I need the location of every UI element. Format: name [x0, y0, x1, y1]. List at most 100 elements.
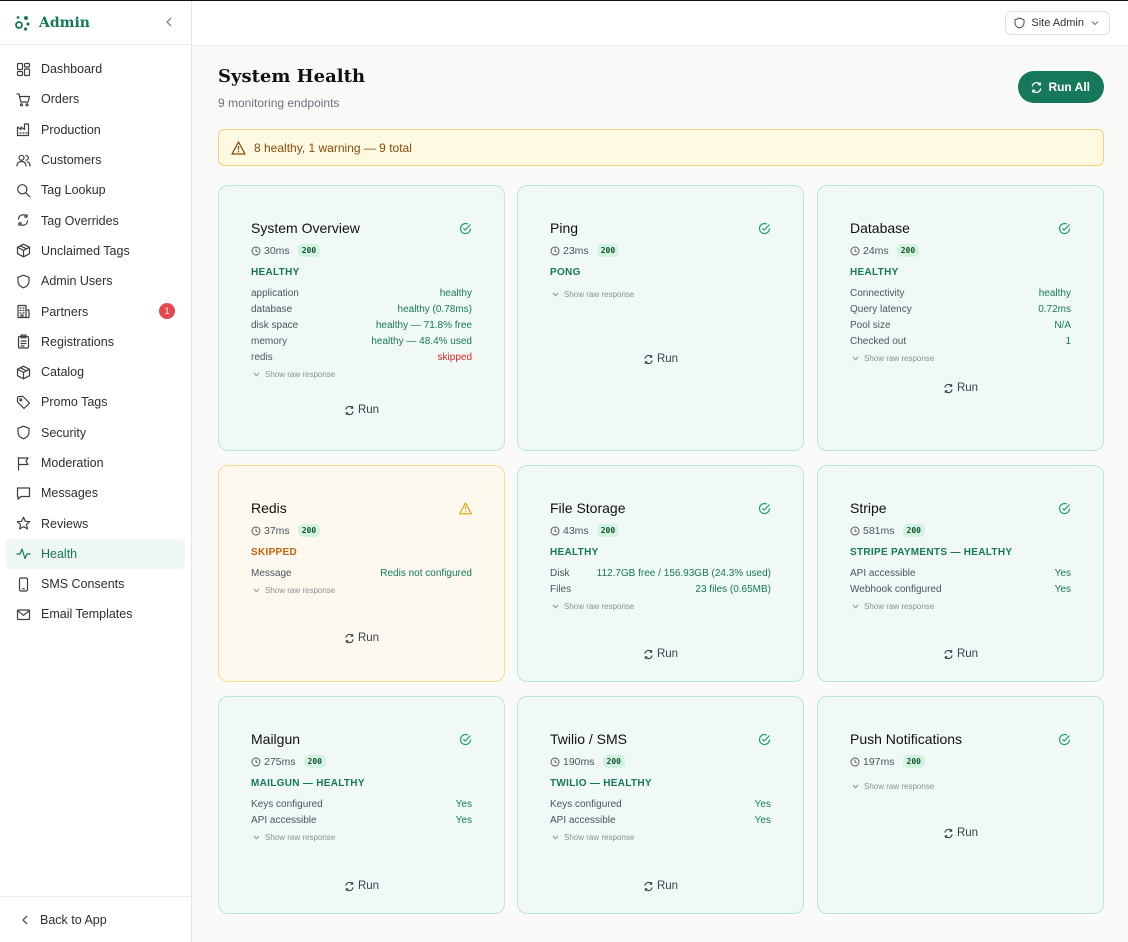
sidebar-item-label: Unclaimed Tags	[41, 243, 130, 258]
detail-key: Keys configured	[550, 798, 622, 810]
detail-row: Webhook configured Yes	[850, 581, 1071, 597]
raw-label: Show raw response	[864, 353, 935, 363]
sidebar-item-dashboard[interactable]: Dashboard	[6, 54, 185, 84]
chevron-left-icon[interactable]	[163, 15, 175, 29]
sidebar-item-email-templates[interactable]: Email Templates	[6, 599, 185, 629]
run-button[interactable]: Run	[219, 880, 504, 892]
sidebar-item-label: Orders	[41, 92, 80, 107]
show-raw-response-toggle[interactable]: Show raw response	[552, 831, 771, 843]
detail-key: Keys configured	[251, 798, 323, 810]
sidebar-item-messages[interactable]: Messages	[6, 478, 185, 508]
users-icon	[16, 154, 31, 167]
detail-value: 112.7GB free / 156.93GB (24.3% used)	[596, 567, 771, 579]
role-label: Site Admin	[1031, 17, 1084, 29]
sidebar-item-production[interactable]: Production	[6, 115, 185, 145]
main-content: System Health 9 monitoring endpoints Run…	[192, 46, 1128, 942]
sidebar-item-label: Reviews	[41, 516, 89, 531]
detail-list: API accessible Yes Webhook configured Yes Sh…	[850, 565, 1071, 612]
health-card-file-storage: File Storage 43ms 200 HEALTHY Disk 112.7GB fr…	[517, 465, 804, 682]
summary-alert: 8 healthy, 1 warning — 9 total	[218, 129, 1104, 166]
detail-value: 0.72ms	[1038, 303, 1071, 315]
run-button[interactable]: Run	[518, 648, 803, 660]
response-meta: 581ms 200	[850, 524, 925, 537]
status-label: SKIPPED	[251, 547, 298, 558]
chevron-down-icon	[253, 588, 260, 593]
run-button[interactable]: Run	[818, 648, 1103, 660]
run-label: Run	[956, 648, 979, 660]
sidebar-item-orders[interactable]: Orders	[6, 84, 185, 114]
page-title: System Health	[218, 66, 366, 87]
run-all-button[interactable]: Run All	[1018, 71, 1104, 103]
show-raw-response-toggle[interactable]: Show raw response	[253, 584, 472, 596]
sidebar-item-catalog[interactable]: Catalog	[6, 357, 185, 387]
raw-label: Show raw response	[265, 585, 336, 595]
role-dropdown[interactable]: Site Admin	[1005, 11, 1110, 35]
detail-row: Keys configured Yes	[550, 796, 771, 812]
status-label: HEALTHY	[850, 267, 899, 278]
sidebar-item-reviews[interactable]: Reviews	[6, 508, 185, 538]
raw-label: Show raw response	[564, 601, 635, 611]
detail-row: application healthy	[251, 285, 472, 301]
card-title: File Storage	[550, 500, 626, 516]
response-time: 43ms	[563, 524, 589, 537]
show-raw-response-toggle[interactable]: Show raw response	[552, 288, 771, 300]
sidebar-item-admin-users[interactable]: Admin Users	[6, 266, 185, 296]
warning-icon	[459, 502, 472, 515]
clock-icon	[850, 757, 860, 766]
run-button[interactable]: Run	[219, 404, 504, 416]
health-card-redis: Redis 37ms 200 SKIPPED Message Redis not conf…	[218, 465, 505, 682]
sidebar-item-unclaimed-tags[interactable]: Unclaimed Tags	[6, 236, 185, 266]
show-raw-response-toggle[interactable]: Show raw response	[852, 780, 1071, 792]
show-raw-response-toggle[interactable]: Show raw response	[253, 831, 472, 843]
check-circle-icon	[1058, 222, 1071, 235]
response-time: 24ms	[863, 244, 889, 257]
detail-row: Pool size N/A	[850, 317, 1071, 333]
detail-row: disk space healthy — 71.8% free	[251, 317, 472, 333]
logo-icon	[15, 15, 30, 31]
sidebar-item-health[interactable]: Health	[6, 538, 185, 570]
detail-key: Query latency	[850, 303, 912, 315]
card-title: Push Notifications	[850, 731, 963, 747]
sidebar-item-tag-lookup[interactable]: Tag Lookup	[6, 175, 185, 205]
detail-key: application	[251, 287, 299, 299]
card-title: Twilio / SMS	[550, 731, 628, 747]
back-to-app-link[interactable]: Back to App	[0, 896, 191, 942]
detail-row: Files 23 files (0.65MB)	[550, 581, 771, 597]
chevron-down-icon	[253, 835, 260, 840]
sidebar-item-label: Tag Lookup	[41, 183, 106, 198]
detail-key: database	[251, 303, 293, 315]
sidebar-item-tag-overrides[interactable]: Tag Overrides	[6, 205, 185, 235]
sidebar-item-security[interactable]: Security	[6, 418, 185, 448]
run-button[interactable]: Run	[518, 880, 803, 892]
check-circle-icon	[1058, 502, 1071, 515]
detail-row: Query latency 0.72ms	[850, 301, 1071, 317]
sidebar-item-label: Dashboard	[41, 62, 103, 77]
run-label: Run	[357, 880, 380, 892]
show-raw-response-toggle[interactable]: Show raw response	[852, 352, 1071, 364]
sidebar-item-customers[interactable]: Customers	[6, 145, 185, 175]
sidebar-nav: Dashboard Orders Production Customers Tag Lo…	[0, 45, 191, 630]
sidebar-item-registrations[interactable]: Registrations	[6, 327, 185, 357]
run-button[interactable]: Run	[219, 632, 504, 644]
detail-row: API accessible Yes	[251, 812, 472, 828]
sidebar-item-sms-consents[interactable]: SMS Consents	[6, 569, 185, 599]
status-code-badge: 200	[303, 755, 326, 768]
show-raw-response-toggle[interactable]: Show raw response	[253, 368, 472, 380]
detail-value: healthy (0.78ms)	[397, 303, 472, 315]
run-button[interactable]: Run	[518, 353, 803, 365]
response-meta: 197ms 200	[850, 755, 925, 768]
detail-value: healthy	[1038, 287, 1071, 299]
run-button[interactable]: Run	[818, 827, 1103, 839]
run-button[interactable]: Run	[818, 382, 1103, 394]
dashboard-icon	[16, 62, 31, 76]
show-raw-response-toggle[interactable]: Show raw response	[552, 600, 771, 612]
raw-label: Show raw response	[864, 781, 935, 791]
detail-list: Disk 112.7GB free / 156.93GB (24.3% used)…	[550, 565, 771, 612]
show-raw-response-toggle[interactable]: Show raw response	[852, 600, 1071, 612]
sidebar-item-partners[interactable]: Partners 1	[6, 296, 185, 326]
clock-icon	[550, 246, 560, 255]
brand[interactable]: Admin	[0, 1, 191, 45]
sidebar-item-moderation[interactable]: Moderation	[6, 448, 185, 478]
refresh-icon	[644, 649, 653, 659]
sidebar-item-promo-tags[interactable]: Promo Tags	[6, 387, 185, 417]
